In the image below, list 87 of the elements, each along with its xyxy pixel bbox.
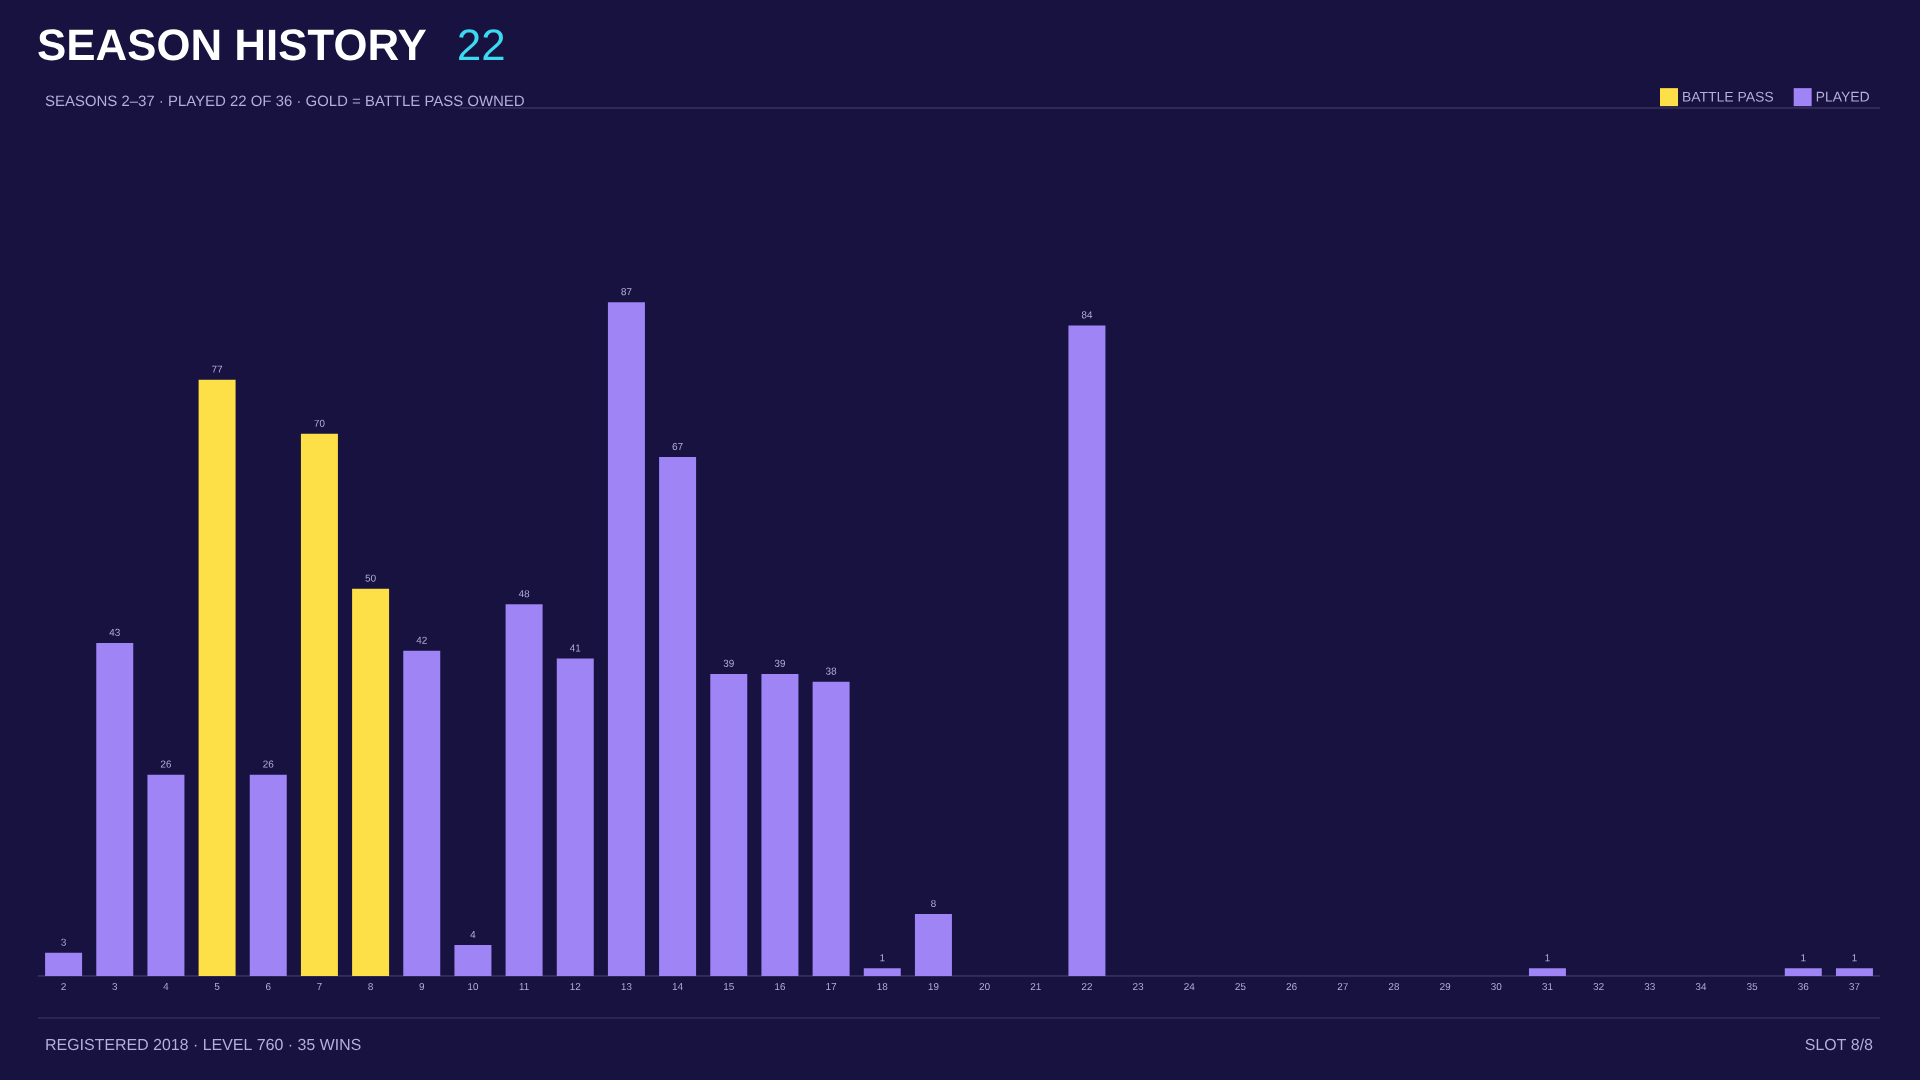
data-label: 87 [621,288,632,296]
bar [1835,968,1873,976]
text: REGISTERED 2018 · LEVEL 760 · 35 WINS [46,1038,361,1051]
x-tick-label: 10 [468,983,479,991]
x-tick-label: 35 [1746,983,1758,991]
x-tick-label: 13 [621,983,632,991]
data-label: 8 [931,899,936,907]
x-tick-label: 16 [775,983,786,991]
data-label: 42 [416,636,427,644]
text: SLOT 8/8 [1805,1038,1873,1051]
data-label: 84 [1081,311,1093,319]
bar [352,588,390,976]
x-tick-label: 24 [1184,983,1195,990]
bar [45,952,83,976]
bar [1528,968,1566,976]
x-tick-label: 7 [317,983,322,990]
x-tick-label: 33 [1644,983,1655,991]
bar [505,604,543,976]
x-tick-label: 9 [419,983,425,991]
x-tick-label: 15 [723,983,734,990]
data-label: 26 [160,760,172,768]
bar [454,945,492,976]
bar [198,379,236,976]
bar [1784,968,1822,976]
data-label: 38 [825,667,837,675]
x-tick-label: 27 [1337,983,1348,990]
x-tick-label: 32 [1593,983,1604,991]
data-label: 1 [1545,954,1550,962]
x-tick-label: 23 [1133,983,1144,991]
bar [710,673,748,976]
bar [403,650,441,976]
x-tick-label: 37 [1849,983,1860,991]
x-tick-label: 20 [979,983,990,991]
data-label: 70 [314,419,325,427]
x-tick-label: 17 [826,983,837,990]
bar [249,774,287,976]
x-tick-label: 5 [214,983,220,990]
x-tick-label: 19 [928,983,939,991]
bar [914,914,952,976]
data-label: 1 [880,954,885,962]
x-tick-label: 21 [1030,983,1041,990]
x-tick-label: 31 [1542,983,1553,991]
x-tick-label: 34 [1695,983,1707,991]
data-label: 26 [263,760,274,768]
x-tick-label: 2 [61,983,66,990]
x-tick-label: 3 [112,983,118,991]
x-tick-label: 22 [1081,983,1092,990]
chart-subtitle: SEASONS 2–37 · PLAYED 22 OF 36 · GOLD = BATTLE PASS OWNED [45,95,524,107]
bar [147,774,185,976]
x-tick-label: 28 [1388,983,1400,991]
data-label: 48 [518,590,530,598]
bar [607,302,645,976]
x-tick-label: 4 [163,983,169,990]
data-label: 41 [569,644,581,652]
data-label: 77 [212,365,223,373]
x-tick-label: 14 [672,983,683,990]
x-tick-label: 18 [877,983,888,991]
data-label: 50 [365,574,376,582]
data-label: 43 [109,628,120,636]
legend-label: PLAYED [1816,91,1869,102]
legend-label: BATTLE PASS [1683,91,1774,102]
bar [556,658,594,976]
data-label: 39 [774,659,785,667]
bar [1068,325,1106,976]
text: 22 [459,29,504,60]
x-tick-label: 29 [1440,983,1451,991]
bar [96,642,134,976]
data-label: 1 [1852,954,1857,962]
bar [300,433,338,976]
x-tick-label: 11 [519,983,529,990]
data-label: 4 [470,931,476,938]
x-tick-label: 12 [570,983,581,990]
bar [812,681,850,976]
bar [761,673,799,976]
data-label: 1 [1801,954,1806,962]
data-label: 67 [672,443,683,451]
x-tick-label: 36 [1798,983,1809,991]
x-tick-label: 25 [1235,983,1246,991]
x-tick-label: 26 [1286,983,1297,991]
x-tick-label: 30 [1491,983,1502,991]
data-label: 39 [723,659,734,667]
bar [659,457,697,976]
data-label: 3 [61,938,66,946]
x-tick-label: 8 [368,983,373,991]
x-tick-label: 6 [265,983,271,991]
chart-title: SEASON HISTORY [38,29,427,61]
bar [863,968,901,976]
